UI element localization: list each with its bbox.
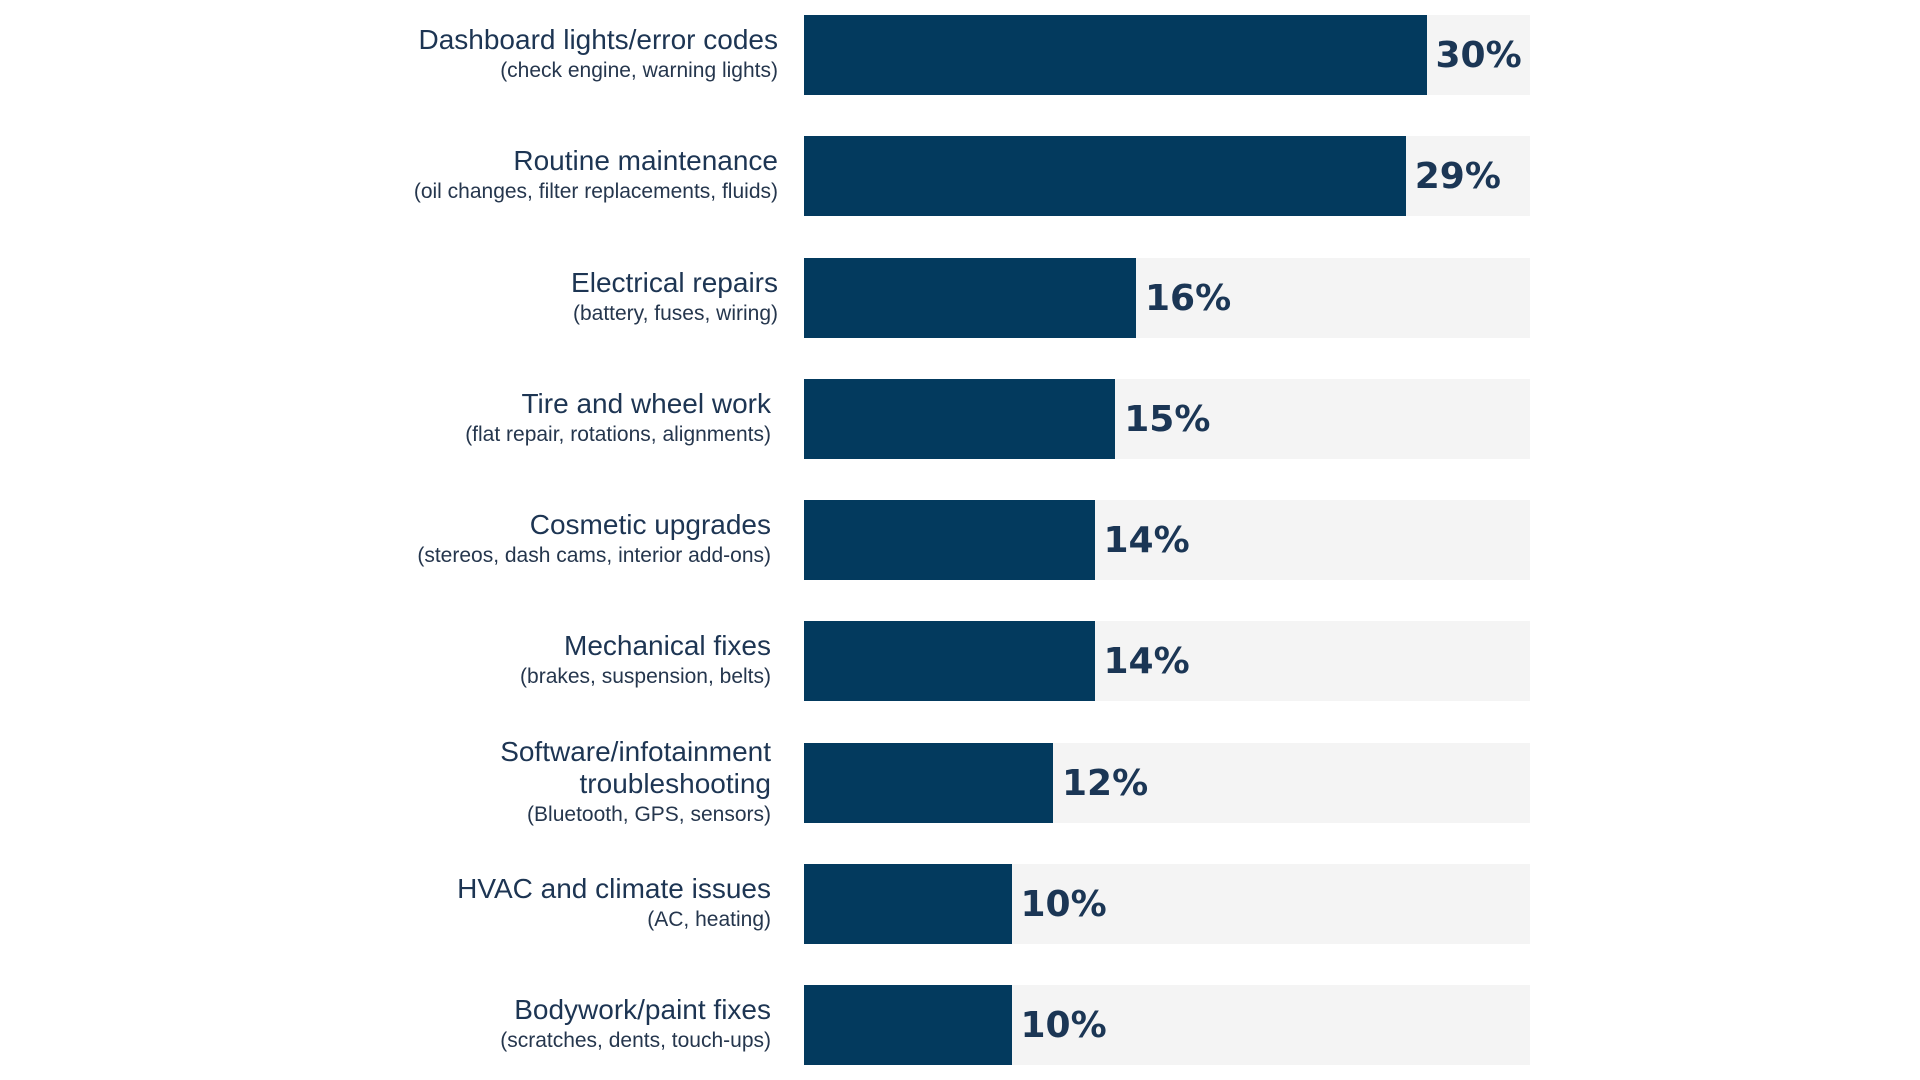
category-sublabel: (AC, heating)	[647, 907, 771, 931]
category-sublabel: (Bluetooth, GPS, sensors)	[527, 802, 771, 826]
bar	[804, 136, 1406, 217]
category-label: Dashboard lights/error codes (check engin…	[418, 24, 778, 86]
category-sublabel: (stereos, dash cams, interior add-ons)	[417, 544, 771, 567]
category-sublabel: (battery, fuses, wiring)	[572, 301, 778, 325]
category-label: Software/infotainment troubleshooting (Bl…	[471, 736, 771, 830]
bar	[804, 621, 1095, 702]
bar-row: Software/infotainment troubleshooting (Bl…	[0, 736, 1920, 826]
bar-track: 15%	[804, 378, 1530, 459]
category-title: Mechanical fixes	[564, 630, 771, 662]
bar	[804, 257, 1136, 338]
value-label: 14%	[1103, 520, 1190, 561]
category-sublabel: (flat repair, rotations, alignments)	[465, 422, 771, 446]
bar	[804, 500, 1095, 580]
category-label: Electrical repairs (battery, fuses, wirin…	[571, 267, 778, 329]
bar-track: 10%	[804, 985, 1530, 1065]
bar	[804, 378, 1116, 459]
bar	[804, 15, 1427, 95]
bar-row: Tire and wheel work (flat repair, rotatio…	[0, 378, 1920, 459]
category-sublabel: (oil changes, filter replacements, fluid…	[413, 180, 778, 204]
value-label: 16%	[1145, 277, 1232, 319]
category-label: HVAC and climate issues (AC, heating)	[457, 873, 771, 935]
category-label: Mechanical fixes (brakes, suspension, bel…	[520, 630, 771, 692]
bar-track: 16%	[804, 257, 1530, 338]
bar-row: HVAC and climate issues (AC, heating) 10%	[0, 863, 1920, 944]
bar	[804, 863, 1012, 944]
value-label: 10%	[1020, 883, 1107, 925]
category-label: Routine maintenance (oil changes, filter …	[414, 145, 778, 207]
value-label: 12%	[1062, 762, 1149, 804]
category-title: Routine maintenance	[513, 145, 778, 177]
category-title: Software/infotainment troubleshooting	[500, 735, 771, 799]
category-label: Tire and wheel work (flat repair, rotatio…	[465, 388, 771, 450]
bar-track: 29%	[804, 136, 1530, 217]
value-label: 14%	[1103, 641, 1190, 683]
value-label: 29%	[1414, 156, 1501, 198]
bar	[804, 985, 1012, 1065]
category-sublabel: (brakes, suspension, belts)	[520, 665, 771, 689]
category-sublabel: (scratches, dents, touch-ups)	[500, 1029, 771, 1052]
category-label: Bodywork/paint fixes (scratches, dents, t…	[500, 994, 771, 1056]
bar-row: Cosmetic upgrades (stereos, dash cams, in…	[0, 500, 1920, 580]
category-sublabel: (check engine, warning lights)	[500, 59, 778, 82]
category-title: Cosmetic upgrades	[529, 509, 771, 540]
value-label: 15%	[1124, 398, 1211, 440]
category-title: Tire and wheel work	[521, 387, 771, 419]
bar-row: Routine maintenance (oil changes, filter …	[0, 136, 1920, 217]
bar-track: 14%	[804, 621, 1530, 702]
bar-track: 10%	[804, 863, 1530, 944]
bar-track: 14%	[804, 500, 1530, 580]
bar-track: 12%	[804, 742, 1530, 823]
category-title: Bodywork/paint fixes	[514, 994, 771, 1025]
bar-row: Bodywork/paint fixes (scratches, dents, t…	[0, 985, 1920, 1065]
bar-row: Dashboard lights/error codes (check engin…	[0, 15, 1920, 95]
category-title: Dashboard lights/error codes	[418, 24, 778, 55]
value-label: 30%	[1435, 35, 1522, 76]
bar-row: Electrical repairs (battery, fuses, wirin…	[0, 257, 1920, 338]
value-label: 10%	[1020, 1005, 1107, 1046]
bar	[804, 742, 1053, 823]
category-title: HVAC and climate issues	[457, 872, 771, 904]
category-label: Cosmetic upgrades (stereos, dash cams, in…	[417, 509, 771, 571]
bar-track: 30%	[804, 15, 1530, 95]
bar-row: Mechanical fixes (brakes, suspension, bel…	[0, 621, 1920, 702]
category-title: Electrical repairs	[571, 266, 778, 298]
